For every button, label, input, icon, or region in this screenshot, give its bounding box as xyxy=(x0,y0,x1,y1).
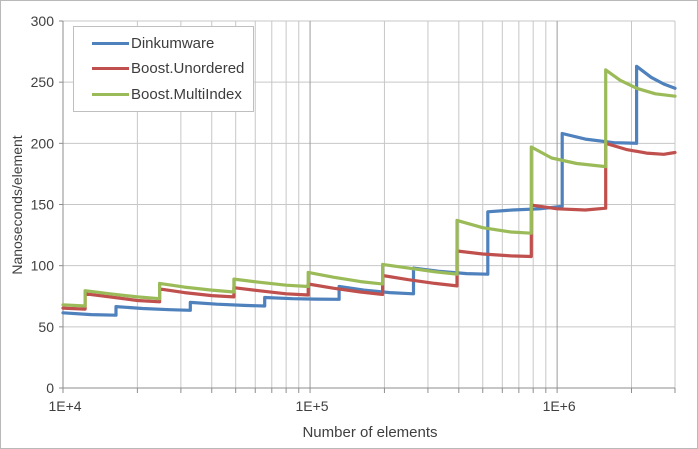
line-swatch-icon xyxy=(92,67,129,71)
series-line-boost-multiindex xyxy=(61,68,677,308)
legend-label: Boost.MultiIndex xyxy=(131,85,242,103)
y-tick-label: 0 xyxy=(46,380,54,396)
y-tick-label: 200 xyxy=(31,135,55,151)
y-tick-label: 50 xyxy=(38,319,54,335)
line-swatch-icon xyxy=(92,92,129,96)
series-line-dinkumware xyxy=(61,64,677,317)
y-tick-label: 100 xyxy=(31,258,55,274)
legend: Dinkumware Boost.Unordered Boost.MultiIn… xyxy=(73,26,254,112)
x-tick-label: 1E+5 xyxy=(296,398,329,414)
x-tick-label: 1E+6 xyxy=(543,398,576,414)
x-axis-title: Number of elements xyxy=(302,424,438,441)
legend-item-dinkumware: Dinkumware xyxy=(74,35,253,52)
legend-item-boost-unordered: Boost.Unordered xyxy=(74,60,253,77)
legend-item-boost-multiindex: Boost.MultiIndex xyxy=(74,86,253,103)
line-swatch-icon xyxy=(92,42,129,46)
y-tick-label: 300 xyxy=(31,13,55,29)
legend-label: Boost.Unordered xyxy=(131,60,245,78)
y-tick-label: 250 xyxy=(31,74,55,90)
series-line-boost-unordered xyxy=(61,141,677,311)
y-axis-title: Nanoseconds/element xyxy=(9,135,25,275)
y-tick-label: 150 xyxy=(31,197,55,213)
legend-label: Dinkumware xyxy=(131,35,215,53)
x-tick-label: 1E+4 xyxy=(48,398,81,414)
